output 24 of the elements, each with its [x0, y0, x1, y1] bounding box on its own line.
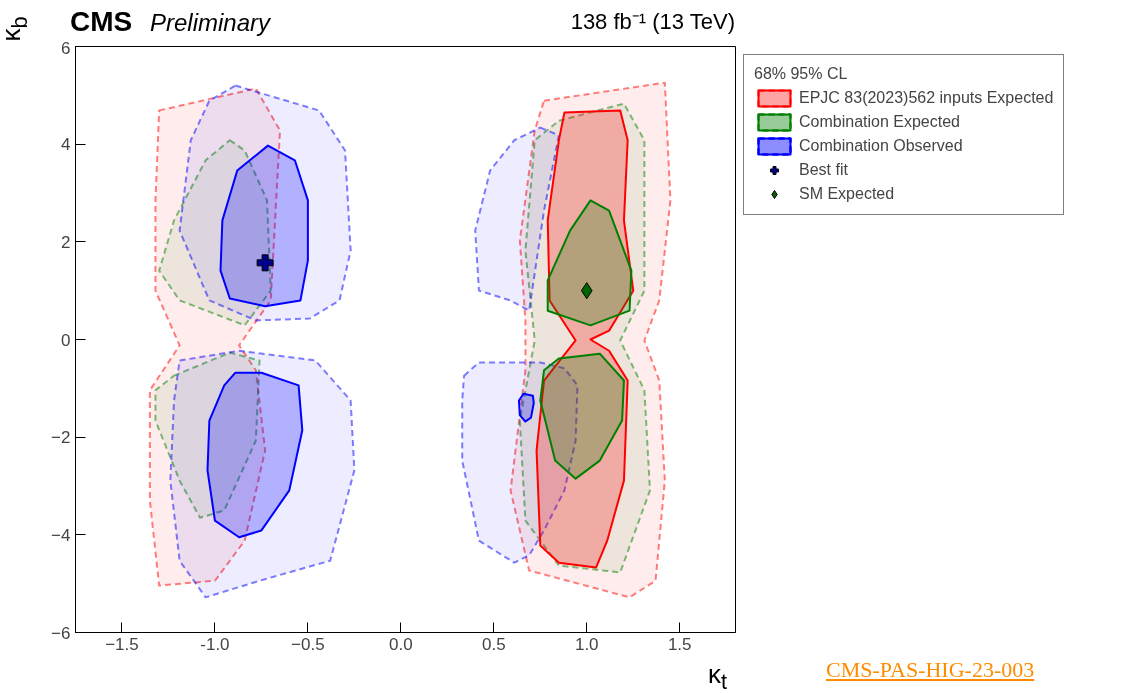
chart-subtitle: 138 fb⁻¹ (13 TeV)	[570, 8, 735, 36]
text: CMS-PAS-HIG-23-003	[826, 656, 1035, 684]
x-tick-label: -1.0	[200, 634, 230, 654]
y-tick-label: −6	[51, 623, 71, 643]
legend-title: 68% 95% CL	[754, 65, 849, 83]
x-axis-title: κ$_{t}$	[708, 658, 728, 693]
y-tick-label: −2	[51, 428, 71, 448]
y-tick-label: −4	[51, 525, 71, 545]
legend-label: EPJC 83(2023)562 inputs Expected	[799, 89, 1054, 107]
legend-label: Combination Observed	[799, 137, 963, 155]
x-tick-label: 0.5	[481, 634, 506, 654]
legend-label: SM Expected	[799, 185, 895, 203]
chart-title: CMS Preliminary	[70, 5, 271, 39]
x-tick-label: −1.5	[105, 634, 139, 654]
x-tick-label: 1.0	[574, 634, 599, 654]
y-tick-label: 6	[61, 38, 71, 58]
y-tick-label: 2	[61, 232, 71, 252]
y-tick-label: 4	[61, 135, 71, 155]
y-tick-label: 0	[61, 330, 71, 350]
x-tick-label: −0.5	[291, 634, 325, 654]
legend-label: Combination Expected	[799, 113, 960, 131]
x-tick-label: 0.0	[389, 634, 413, 654]
legend-label: Best fit	[799, 161, 848, 179]
x-tick-label: 1.5	[667, 634, 692, 654]
